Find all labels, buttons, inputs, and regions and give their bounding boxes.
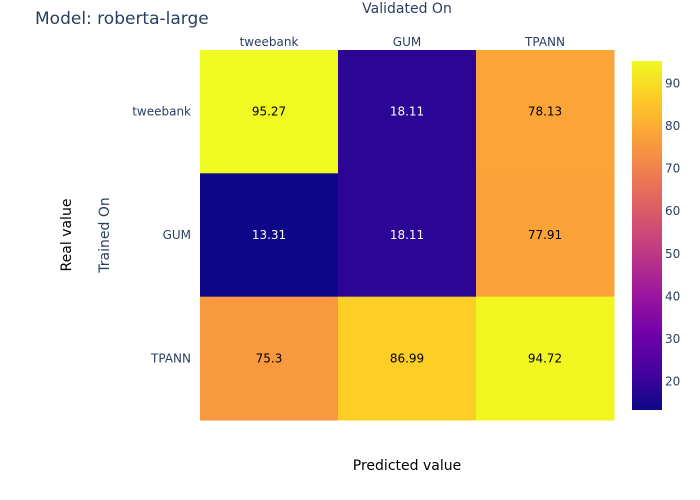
cell-value-label: 77.91 bbox=[528, 228, 562, 242]
heatmap-cell bbox=[200, 50, 339, 174]
x-tick-label: TPANN bbox=[524, 35, 565, 49]
cell-value-label: 86.99 bbox=[390, 351, 424, 365]
colorbar-tick-label: 60 bbox=[665, 204, 680, 218]
heatmap-cell bbox=[338, 173, 477, 298]
colorbar-tick-label: 50 bbox=[665, 247, 680, 261]
colorbar bbox=[632, 61, 662, 410]
colorbar-tick-label: 40 bbox=[665, 289, 680, 303]
y-axis-title: Trained On bbox=[97, 197, 113, 273]
chart-title: Model: roberta-large bbox=[35, 9, 209, 29]
heatmap-cell bbox=[200, 173, 339, 298]
heatmap-cell bbox=[338, 50, 477, 174]
cell-value-label: 13.31 bbox=[252, 228, 286, 242]
cell-value-label: 94.72 bbox=[528, 351, 562, 365]
colorbar-tick-label: 20 bbox=[665, 375, 680, 389]
outer-x-label: Predicted value bbox=[353, 458, 461, 474]
heatmap-cell bbox=[338, 296, 477, 421]
x-tick-labels: tweebank GUM TPANN bbox=[240, 35, 565, 49]
cell-value-label: 75.3 bbox=[256, 351, 283, 365]
cell-value-label: 18.11 bbox=[390, 228, 424, 242]
x-tick-label: GUM bbox=[393, 35, 421, 49]
colorbar-tick-label: 70 bbox=[665, 162, 680, 176]
cell-value-label: 95.27 bbox=[252, 105, 286, 119]
outer-y-label: Real value bbox=[59, 199, 75, 272]
y-tick-label: tweebank bbox=[132, 105, 191, 119]
y-tick-label: GUM bbox=[163, 228, 191, 242]
colorbar-tick-label: 80 bbox=[665, 119, 680, 133]
heatmap-cell bbox=[200, 296, 339, 421]
heatmap-cell bbox=[476, 50, 615, 174]
heatmap-cell bbox=[476, 296, 615, 421]
heatmap-cell bbox=[476, 173, 615, 298]
x-tick-label: tweebank bbox=[240, 35, 299, 49]
heatmap-cells: 95.27 18.11 78.13 13.31 18.11 77.91 75.3 86.99 9… bbox=[200, 50, 615, 421]
y-tick-label: TPANN bbox=[150, 351, 191, 365]
colorbar-tick-label: 30 bbox=[665, 332, 680, 346]
x-axis-title: Validated On bbox=[362, 1, 452, 17]
colorbar-ticks: 20 30 40 50 60 70 80 90 bbox=[665, 76, 680, 388]
cell-value-label: 18.11 bbox=[390, 105, 424, 119]
y-tick-labels: tweebank GUM TPANN bbox=[132, 105, 191, 366]
colorbar-tick-label: 90 bbox=[665, 76, 680, 90]
cell-value-label: 78.13 bbox=[528, 105, 562, 119]
